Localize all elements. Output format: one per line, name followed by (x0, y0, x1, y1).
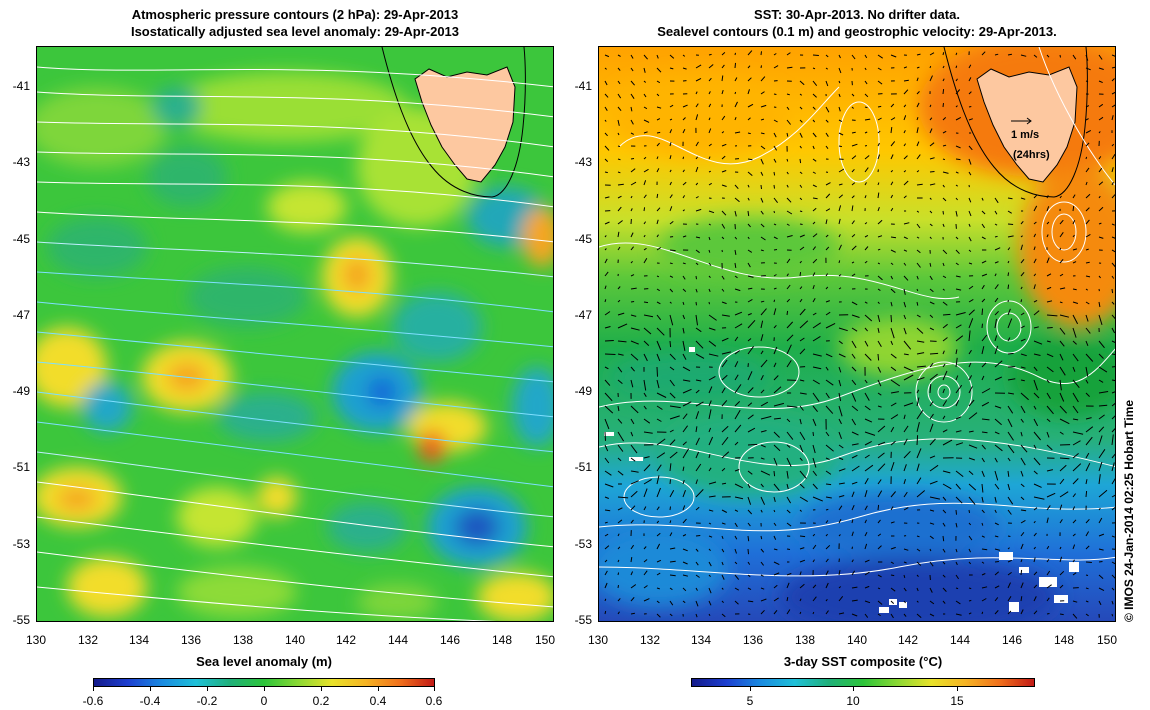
lon-label: 148 (491, 633, 513, 647)
lat-label: -55 (12, 613, 30, 627)
velocity-scale-label: 1 m/s (1011, 129, 1040, 141)
lon-label: 146 (1001, 633, 1023, 647)
lat-label: -51 (12, 460, 30, 474)
lon-label: 138 (794, 633, 816, 647)
colorbar-tick-label: -0.2 (196, 694, 218, 708)
sla-colorbar-title: Sea level anomaly (m) (196, 654, 332, 669)
tasmania-land (976, 66, 1078, 183)
shelf-contour (381, 47, 526, 198)
velocity-arrow-field (604, 50, 1115, 619)
colorbar-tick-label: 0.2 (312, 694, 330, 708)
lon-label: 136 (180, 633, 202, 647)
lon-label: 144 (949, 633, 971, 647)
pressure-contours (37, 66, 553, 621)
left-title-line2: Isostatically adjusted sea level anomaly… (130, 24, 460, 39)
colorbar-tick-label: 10 (846, 694, 860, 708)
colorbar-tick-label: 0.6 (425, 694, 443, 708)
shelf-contour (943, 47, 1088, 198)
sla-colorbar (93, 678, 435, 687)
sst-colorbar (691, 678, 1035, 687)
lat-label: -49 (12, 384, 30, 398)
lon-label: 144 (387, 633, 409, 647)
lat-label: -51 (574, 460, 592, 474)
lat-label: -41 (12, 79, 30, 93)
tasmania-land (414, 66, 516, 183)
lon-label: 138 (232, 633, 254, 647)
lon-label: 132 (77, 633, 99, 647)
left-title-line1: Atmospheric pressure contours (2 hPa): 2… (131, 7, 459, 22)
lon-label: 130 (25, 633, 47, 647)
lon-label: 150 (1096, 633, 1118, 647)
velocity-scale-sub: (24hrs) (1013, 149, 1050, 161)
sea-level-anomaly-map[interactable] (36, 46, 554, 622)
lat-label: -55 (574, 613, 592, 627)
tick-mark (750, 687, 751, 691)
lat-label: -45 (12, 232, 30, 246)
right-title-line2: Sealevel contours (0.1 m) and geostrophi… (657, 24, 1057, 39)
tick-mark (434, 687, 435, 691)
lat-label: -41 (574, 79, 592, 93)
lat-label: -53 (12, 537, 30, 551)
imos-credit: © IMOS 24-Jan-2014 02:25 Hobart Time (1122, 399, 1136, 622)
lon-label: 150 (534, 633, 556, 647)
tick-mark (264, 687, 265, 691)
velocity-scale-arrow (1011, 117, 1032, 125)
tick-mark (150, 687, 151, 691)
lon-label: 140 (846, 633, 868, 647)
sst-map[interactable]: 1 m/s (24hrs) (598, 46, 1116, 622)
lat-label: -45 (574, 232, 592, 246)
tick-mark (321, 687, 322, 691)
sla-map-svg (37, 47, 553, 621)
lon-label: 136 (742, 633, 764, 647)
colorbar-tick-label: -0.6 (82, 694, 104, 708)
lon-label: 134 (690, 633, 712, 647)
tick-mark (853, 687, 854, 691)
lat-label: -47 (574, 308, 592, 322)
colorbar-tick-label: 5 (746, 694, 754, 708)
sst-colorbar-title: 3-day SST composite (°C) (783, 654, 943, 669)
lon-label: 130 (587, 633, 609, 647)
lat-label: -43 (12, 155, 30, 169)
lon-label: 132 (639, 633, 661, 647)
sst-map-svg (599, 47, 1115, 621)
lat-label: -43 (574, 155, 592, 169)
tick-mark (207, 687, 208, 691)
colorbar-tick-label: -0.4 (139, 694, 161, 708)
lon-label: 148 (1053, 633, 1075, 647)
sea-level-contours (599, 47, 1115, 577)
right-title-line1: SST: 30-Apr-2013. No drifter data. (754, 7, 960, 22)
no-data-patches (604, 347, 1079, 613)
lon-label: 142 (335, 633, 357, 647)
lon-label: 146 (439, 633, 461, 647)
geostrophic-velocity-arrows (604, 50, 1115, 619)
tick-mark (93, 687, 94, 691)
lat-label: -49 (574, 384, 592, 398)
lon-label: 140 (284, 633, 306, 647)
tick-mark (957, 687, 958, 691)
lat-label: -47 (12, 308, 30, 322)
lat-label: -53 (574, 537, 592, 551)
colorbar-tick-label: 0 (260, 694, 268, 708)
sla-field (37, 72, 553, 621)
tick-mark (378, 687, 379, 691)
lon-label: 134 (128, 633, 150, 647)
lon-label: 142 (897, 633, 919, 647)
colorbar-tick-label: 15 (950, 694, 964, 708)
colorbar-tick-label: 0.4 (369, 694, 387, 708)
